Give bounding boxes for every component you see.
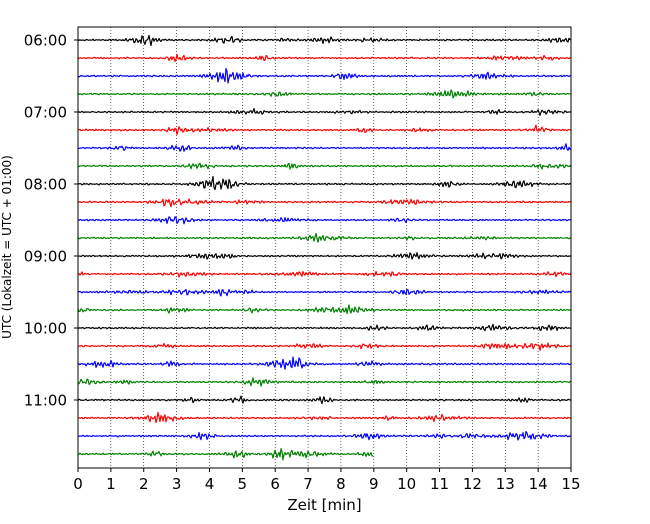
trace-line: [77, 356, 572, 370]
trace-line: [77, 162, 572, 170]
x-tick-label: 7: [303, 475, 313, 493]
trace-line: [77, 143, 572, 152]
y-tick-label: 07:00: [24, 104, 67, 122]
trace-line: [77, 288, 572, 297]
plot-frame: [77, 26, 572, 469]
x-tick-label: 0: [73, 475, 83, 493]
trace-line: [77, 68, 572, 84]
y-tick-label: 09:00: [24, 248, 67, 266]
x-tick-label: 4: [205, 475, 215, 493]
trace-line: [77, 175, 572, 191]
x-tick-label: 11: [430, 475, 449, 493]
x-tick-label: 14: [529, 475, 548, 493]
trace-line: [77, 89, 572, 99]
trace-line: [77, 232, 572, 243]
x-axis-label: Zeit [min]: [287, 496, 361, 514]
trace-line: [77, 431, 572, 441]
trace-line: [77, 342, 572, 351]
y-tick-label: 10:00: [24, 320, 67, 338]
x-tick-label: 1: [106, 475, 116, 493]
trace-line: [77, 304, 572, 315]
x-axis: 0 1 2 3 4 5 6 7 8 9 10 11 12 13 14 15: [73, 468, 581, 493]
x-tick-label: 9: [369, 475, 379, 493]
x-tick-label: 15: [561, 475, 580, 493]
trace-line: [77, 198, 572, 208]
x-tick-label: 6: [270, 475, 280, 493]
trace-line: [77, 270, 572, 278]
trace-layer: [77, 34, 572, 461]
y-tick-label: 08:00: [24, 176, 67, 194]
x-tick-label: 3: [172, 475, 182, 493]
trace-line: [77, 216, 572, 225]
x-tick-label: 13: [496, 475, 515, 493]
trace-line: [77, 377, 572, 387]
y-tick-label: 06:00: [24, 32, 67, 50]
trace-line: [77, 448, 374, 461]
y-axis: 06:00 07:00 08:00 09:00 10:00 11:00: [24, 32, 78, 410]
trace-line: [77, 108, 572, 116]
x-tick-label: 10: [397, 475, 416, 493]
y-tick-label: 11:00: [24, 392, 67, 410]
x-tick-label: 2: [139, 475, 149, 493]
trace-line: [77, 124, 572, 136]
x-tick-label: 12: [463, 475, 482, 493]
trace-line: [77, 395, 572, 405]
trace-line: [77, 53, 572, 63]
trace-line: [77, 411, 572, 424]
trace-line: [77, 252, 572, 260]
trace-line: [77, 323, 572, 332]
x-tick-label: 5: [238, 475, 248, 493]
plot-area: [78, 27, 571, 468]
x-tick-label: 8: [336, 475, 346, 493]
y-axis-label: UTC (Lokalzeit = UTC + 01:00): [0, 155, 14, 339]
trace-line: [77, 34, 572, 47]
